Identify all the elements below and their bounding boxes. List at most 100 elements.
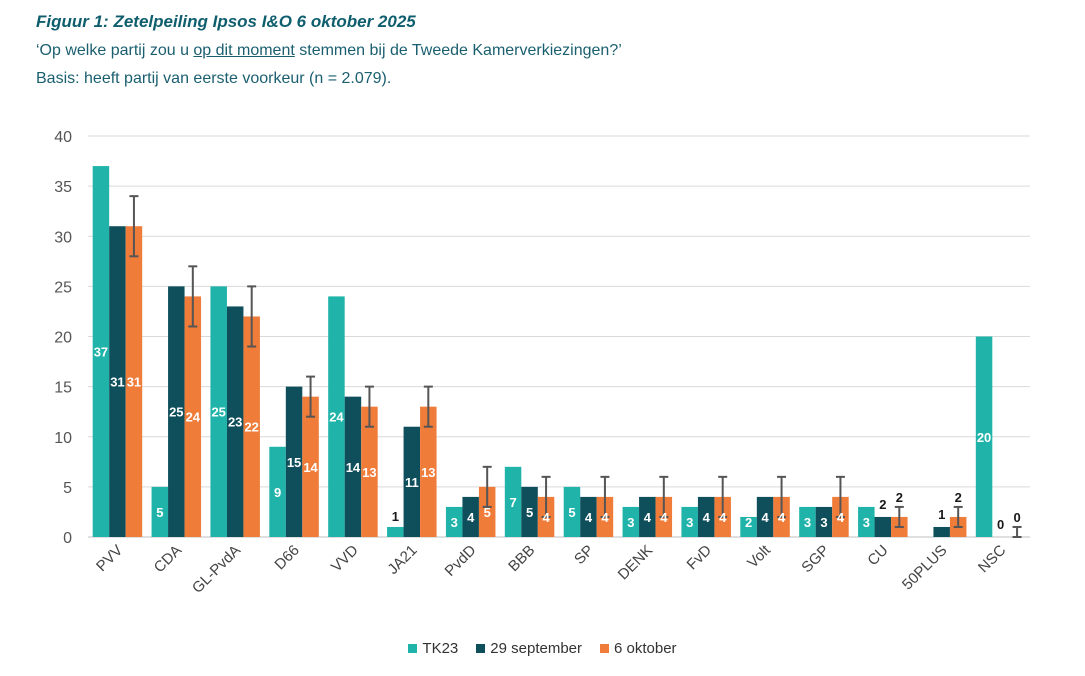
y-tick-label-35: 35	[54, 179, 72, 196]
x-tick-label-cda: CDA	[151, 542, 185, 576]
bar-29-september-d66	[285, 386, 303, 537]
data-label-6-oktober-cu: 2	[896, 490, 903, 505]
data-label-6-oktober-fvd: 4	[719, 510, 727, 525]
data-label-tk23-nsc: 20	[977, 430, 991, 445]
legend-swatch-tk23	[408, 644, 418, 653]
data-label-29-september-denk: 4	[644, 510, 652, 525]
y-tick-label-15: 15	[54, 380, 72, 397]
data-label-6-oktober-d66: 14	[303, 460, 318, 475]
legend-swatch-6-oktober	[600, 644, 610, 653]
bar-tk23-gl-pvda	[210, 286, 227, 537]
data-label-tk23-pvv: 37	[94, 345, 108, 360]
x-tick-label-cu: CU	[864, 542, 891, 569]
data-label-6-oktober-cda: 24	[186, 410, 201, 425]
data-label-6-oktober-ja21: 13	[421, 465, 435, 480]
data-label-6-oktober-volt: 4	[778, 510, 786, 525]
data-label-29-september-bbb: 5	[526, 505, 533, 520]
data-label-6-oktober-bbb: 4	[542, 510, 550, 525]
legend-item-29-september: 29 september	[476, 640, 582, 657]
bar-29-september-sgp	[815, 506, 833, 537]
bar-29-september-fvd	[697, 496, 715, 537]
bar-tk23-fvd	[681, 506, 698, 537]
chart-legend: TK23 29 september 6 oktober	[0, 640, 1085, 657]
data-label-tk23-denk: 3	[627, 515, 634, 530]
x-tick-label-bbb: BBB	[505, 542, 538, 575]
data-label-29-september-d66: 15	[287, 455, 301, 470]
legend-label-tk23: TK23	[422, 640, 459, 657]
legend-item-tk23: TK23	[408, 640, 458, 657]
data-label-6-oktober-gl-pvda: 22	[244, 420, 258, 435]
data-label-29-september-fvd: 4	[703, 510, 711, 525]
bar-29-september-sp	[580, 496, 597, 537]
data-label-6-oktober-vvd: 13	[362, 465, 376, 480]
data-label-tk23-gl-pvda: 25	[211, 405, 225, 420]
data-label-29-september-vvd: 14	[346, 460, 361, 475]
x-tick-label-ja21: JA21	[384, 542, 420, 578]
bar-29-september-denk	[639, 496, 656, 537]
data-label-tk23-volt: 2	[745, 515, 752, 530]
data-label-6-oktober-pvdd: 5	[484, 505, 491, 520]
bar-tk23-vvd	[328, 296, 345, 537]
data-label-6-oktober-nsc: 0	[1013, 510, 1020, 525]
data-label-tk23-pvdd: 3	[451, 515, 458, 530]
bar-29-september-ja21	[403, 426, 421, 537]
data-label-tk23-d66: 9	[274, 485, 281, 500]
x-tick-label-pvv: PVV	[93, 542, 126, 575]
legend-swatch-29-september	[476, 644, 486, 653]
bar-tk23-sp	[563, 486, 581, 537]
data-label-29-september-ja21: 11	[405, 475, 419, 490]
subtitle-underlined: op dit moment	[193, 42, 295, 59]
bar-tk23-bbb	[504, 466, 522, 537]
y-tick-label-20: 20	[54, 330, 72, 347]
bar-tk23-d66	[269, 446, 286, 537]
data-label-6-oktober-denk: 4	[660, 510, 668, 525]
data-label-tk23-cu: 3	[863, 515, 870, 530]
x-tick-label-sp: SP	[571, 542, 597, 568]
bar-6-oktober-gl-pvda	[243, 316, 260, 537]
legend-item-6-oktober: 6 oktober	[600, 640, 677, 657]
chart-title: Figuur 1: Zetelpeiling Ipsos I&O 6 oktob…	[36, 12, 416, 31]
x-tick-label-vvd: VVD	[328, 542, 362, 576]
bar-29-september-pvv	[109, 226, 126, 537]
bar-tk23-cu	[858, 506, 875, 537]
x-tick-label-pvdd: PvdD	[442, 542, 480, 580]
bar-29-september-gl-pvda	[226, 306, 244, 537]
data-label-29-september-gl-pvda: 23	[228, 415, 242, 430]
data-label-29-september-sgp: 3	[820, 515, 827, 530]
y-tick-label-30: 30	[54, 229, 72, 246]
data-label-6-oktober-50plus: 2	[955, 490, 962, 505]
legend-label-29-september: 29 september	[490, 640, 583, 657]
data-label-tk23-fvd: 3	[686, 515, 693, 530]
bar-6-oktober-ja21	[420, 406, 437, 537]
legend-label-6-oktober: 6 oktober	[614, 640, 677, 657]
bar-29-september-volt	[756, 496, 774, 537]
data-label-tk23-cda: 5	[156, 505, 163, 520]
data-label-6-oktober-sgp: 4	[837, 510, 845, 525]
bar-tk23-pvdd	[445, 506, 463, 537]
data-label-tk23-sgp: 3	[804, 515, 811, 530]
chart-subtitle: ‘Op welke partij zou u op dit moment ste…	[36, 42, 622, 60]
data-label-29-september-nsc: 0	[997, 517, 1004, 532]
y-tick-label-5: 5	[63, 480, 72, 497]
data-label-tk23-ja21: 1	[392, 509, 399, 524]
data-label-tk23-sp: 5	[568, 505, 575, 520]
x-tick-label-50plus: 50PLUS	[899, 542, 951, 594]
data-label-29-september-volt: 4	[761, 510, 769, 525]
y-tick-label-0: 0	[63, 530, 72, 547]
x-tick-label-d66: D66	[271, 542, 302, 573]
bar-6-oktober-pvv	[125, 226, 143, 537]
bar-6-oktober-d66	[302, 396, 319, 537]
bar-29-september-pvdd	[462, 496, 479, 537]
data-label-6-oktober-pvv: 31	[127, 375, 141, 390]
y-tick-label-25: 25	[54, 279, 72, 296]
chart-basis-note: Basis: heeft partij van eerste voorkeur …	[36, 70, 392, 87]
bar-tk23-denk	[622, 506, 640, 537]
x-tick-label-gl-pvda: GL-PvdA	[189, 542, 244, 597]
x-tick-label-nsc: NSC	[975, 542, 1010, 577]
bar-29-september-bbb	[521, 486, 538, 537]
bar-tk23-volt	[740, 516, 757, 537]
bar-6-oktober-vvd	[361, 406, 378, 537]
bar-tk23-sgp	[799, 506, 816, 537]
bar-29-september-cu	[874, 516, 892, 537]
data-label-6-oktober-sp: 4	[601, 510, 609, 525]
